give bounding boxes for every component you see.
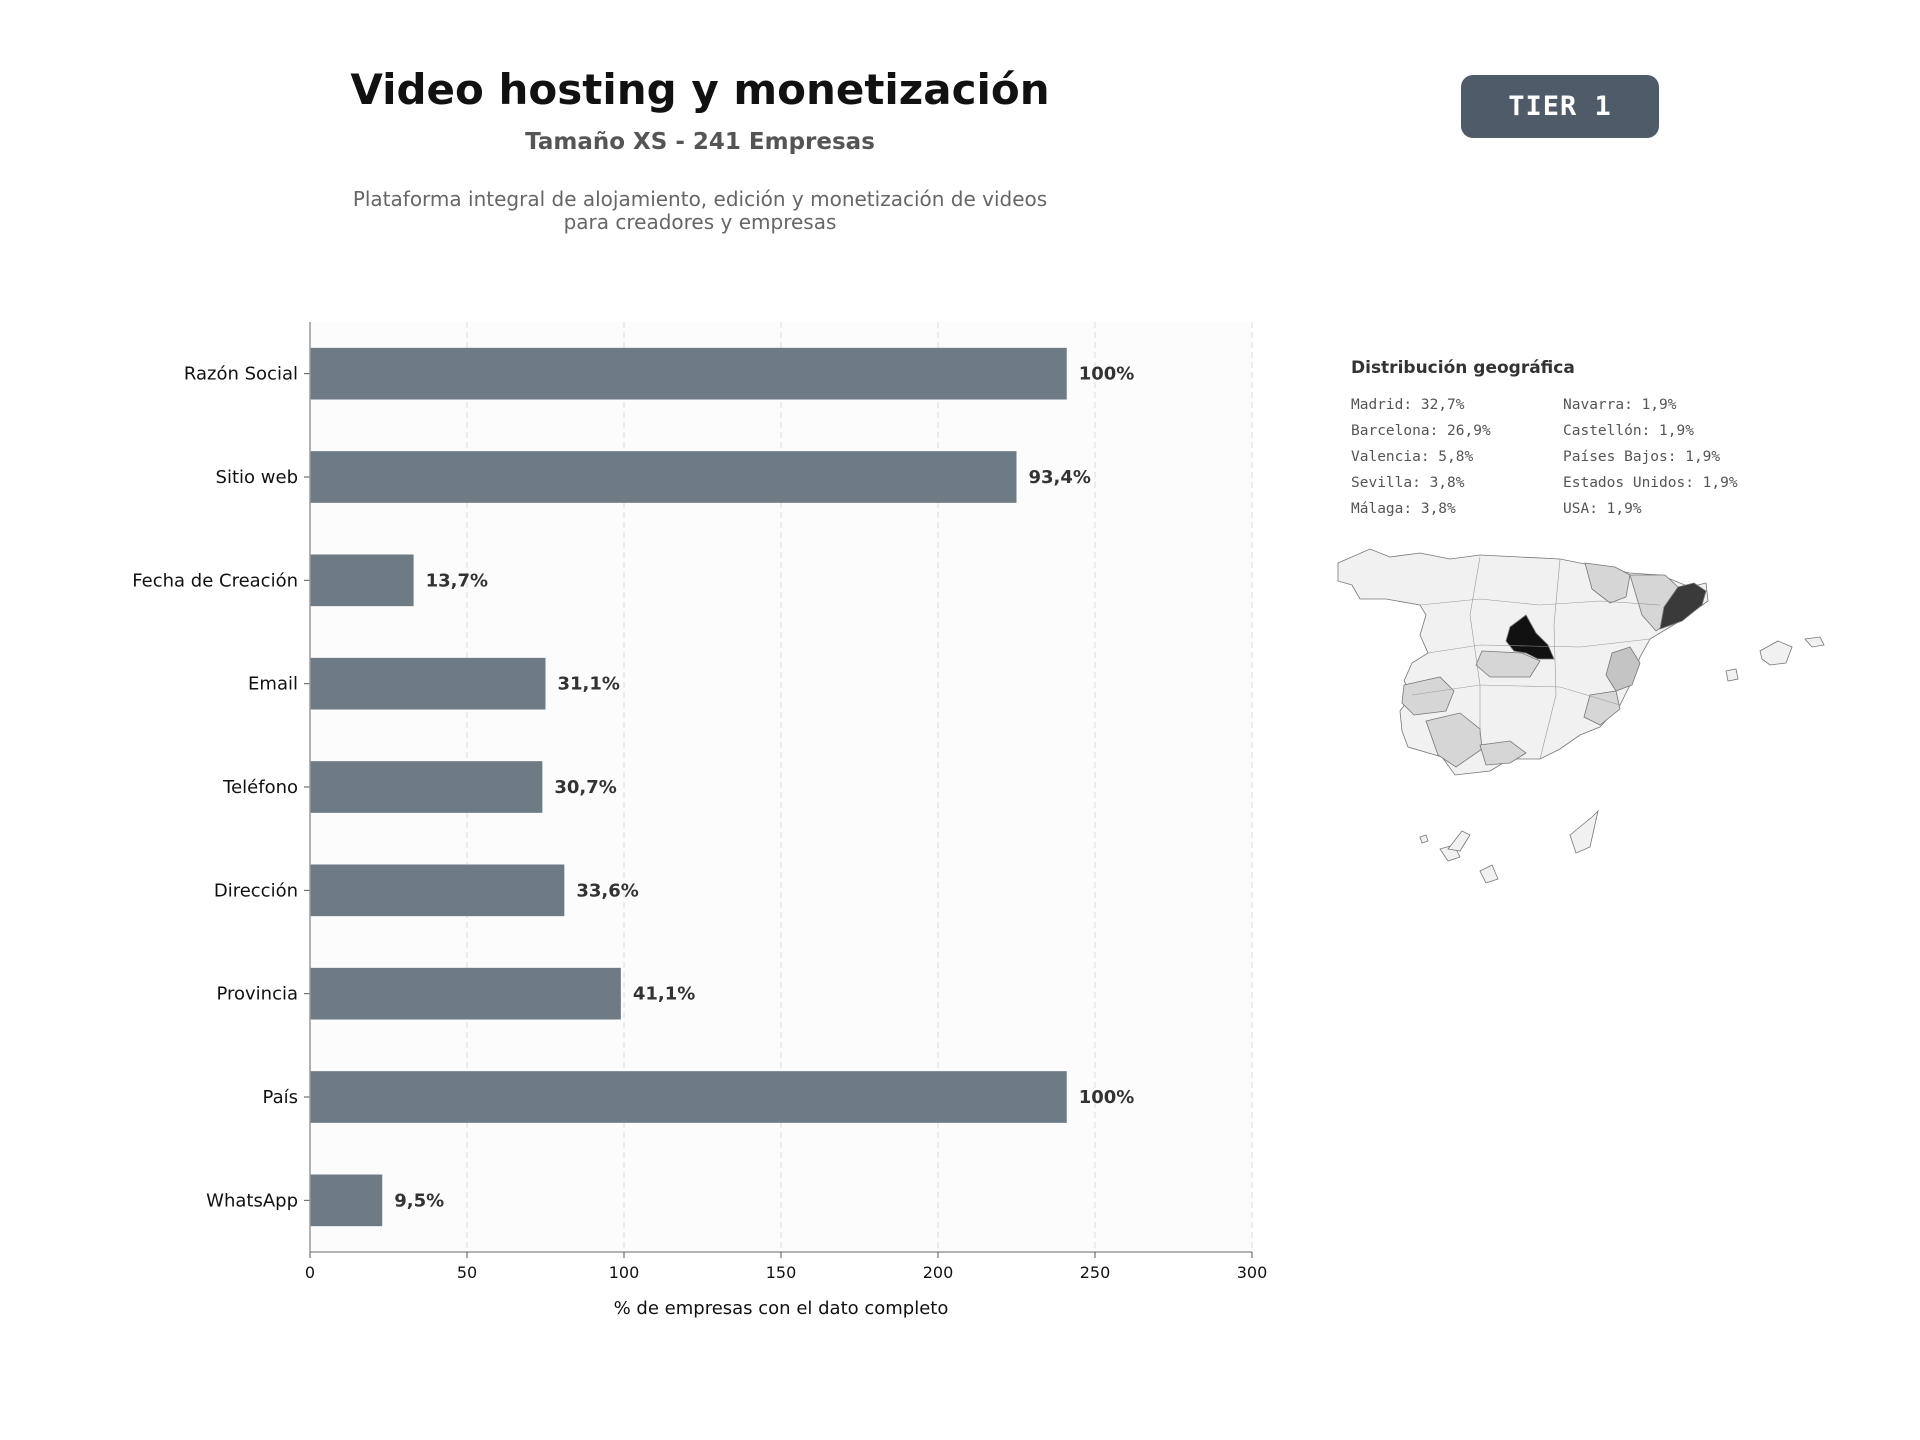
map-region-barcelona bbox=[1659, 582, 1707, 630]
y-tick-label: Teléfono bbox=[222, 777, 298, 798]
bar-value-label: 30,7% bbox=[554, 777, 616, 798]
tier-badge: TIER 1 bbox=[1461, 75, 1659, 138]
page-description: Plataforma integral de alojamiento, edic… bbox=[300, 188, 1100, 234]
bar-value-label: 33,6% bbox=[576, 880, 638, 901]
map-region-menorca bbox=[1804, 636, 1825, 648]
spain-map bbox=[1337, 548, 1825, 884]
bar bbox=[310, 554, 414, 607]
geo-item: USA: 1,9% bbox=[1563, 501, 1642, 517]
map-region-canarias-5 bbox=[1419, 834, 1429, 844]
map-province-border bbox=[1539, 558, 1561, 760]
bar bbox=[310, 761, 543, 813]
geo-column-1: Madrid: 32,7% Barcelona: 26,9% Valencia:… bbox=[1351, 392, 1563, 522]
map-region-canarias-3 bbox=[1447, 830, 1471, 852]
bar-value-label: 31,1% bbox=[558, 674, 620, 695]
map-region-alicante bbox=[1583, 690, 1621, 726]
map-region-canarias-4 bbox=[1569, 809, 1599, 854]
map-region-malaga bbox=[1479, 740, 1527, 766]
bar bbox=[310, 967, 621, 1020]
y-tick-label: WhatsApp bbox=[206, 1190, 298, 1211]
page-title: Video hosting y monetización bbox=[350, 65, 1050, 114]
geo-item: Navarra: 1,9% bbox=[1563, 397, 1677, 413]
bar-value-label: 41,1% bbox=[633, 984, 695, 1005]
bar-value-label: 13,7% bbox=[426, 570, 488, 591]
map-region-valencia bbox=[1605, 646, 1641, 692]
geo-item: Sevilla: 3,8% bbox=[1351, 475, 1465, 491]
x-tick-label: 50 bbox=[457, 1263, 477, 1282]
geo-item: Castellón: 1,9% bbox=[1563, 423, 1694, 439]
x-tick-label: 200 bbox=[923, 1263, 954, 1282]
map-region-canarias-2 bbox=[1479, 864, 1499, 884]
x-tick-label: 0 bbox=[305, 1263, 315, 1282]
y-tick-label: Email bbox=[248, 674, 298, 695]
bar bbox=[310, 1071, 1067, 1123]
bar bbox=[310, 451, 1017, 503]
bar bbox=[310, 864, 565, 917]
geo-column-2: Navarra: 1,9% Castellón: 1,9% Países Baj… bbox=[1563, 392, 1775, 522]
y-tick-label: Sitio web bbox=[216, 467, 298, 488]
y-tick-label: Razón Social bbox=[184, 364, 298, 385]
bar bbox=[310, 657, 546, 710]
map-province-border bbox=[1419, 598, 1661, 606]
x-tick-label: 100 bbox=[609, 1263, 640, 1282]
geo-title: Distribución geográfica bbox=[1351, 358, 1575, 378]
page-subtitle: Tamaño XS - 241 Empresas bbox=[525, 129, 875, 155]
y-tick-label: Fecha de Creación bbox=[132, 570, 298, 591]
bar-value-label: 9,5% bbox=[394, 1190, 444, 1211]
bar-value-label: 93,4% bbox=[1029, 467, 1091, 488]
bar-value-label: 100% bbox=[1079, 364, 1135, 385]
header: Video hosting y monetización Tamaño XS -… bbox=[300, 60, 1100, 234]
y-tick-label: País bbox=[263, 1087, 298, 1108]
bar bbox=[310, 347, 1067, 400]
map-region-navarra bbox=[1584, 562, 1631, 604]
x-axis-label: % de empresas con el dato completo bbox=[614, 1298, 949, 1319]
geo-item: Barcelona: 26,9% bbox=[1351, 423, 1491, 439]
description-line-1: Plataforma integral de alojamiento, edic… bbox=[352, 187, 1048, 211]
map-region-ibiza bbox=[1725, 668, 1739, 682]
geo-distribution: Distribución geográfica Madrid: 32,7% Ba… bbox=[1351, 358, 1871, 522]
geo-item: Valencia: 5,8% bbox=[1351, 449, 1474, 465]
y-tick-label: Provincia bbox=[216, 984, 298, 1005]
map-province-border bbox=[1469, 556, 1481, 735]
map-region-mallorca bbox=[1759, 640, 1793, 666]
description-line-2: para creadores y empresas bbox=[563, 210, 837, 234]
geo-item: Países Bajos: 1,9% bbox=[1563, 449, 1721, 465]
map-region-madrid bbox=[1505, 614, 1555, 660]
geo-item: Madrid: 32,7% bbox=[1351, 397, 1465, 413]
x-tick-label: 150 bbox=[766, 1263, 797, 1282]
bar-value-label: 100% bbox=[1079, 1087, 1135, 1108]
map-province-border bbox=[1427, 638, 1651, 654]
geo-item: Estados Unidos: 1,9% bbox=[1563, 475, 1738, 491]
y-tick-label: Dirección bbox=[214, 880, 298, 901]
x-tick-label: 300 bbox=[1237, 1263, 1268, 1282]
map-province-border bbox=[1411, 684, 1621, 706]
bar bbox=[310, 1174, 383, 1227]
map-region-caceres bbox=[1401, 676, 1455, 716]
map-region-toledo bbox=[1475, 650, 1541, 678]
geo-item: Málaga: 3,8% bbox=[1351, 501, 1456, 517]
bar-chart: 100% Razón Social 93,4% Sitio web 13,7% Fecha… bbox=[132, 322, 1268, 1319]
x-tick-label: 250 bbox=[1080, 1263, 1111, 1282]
